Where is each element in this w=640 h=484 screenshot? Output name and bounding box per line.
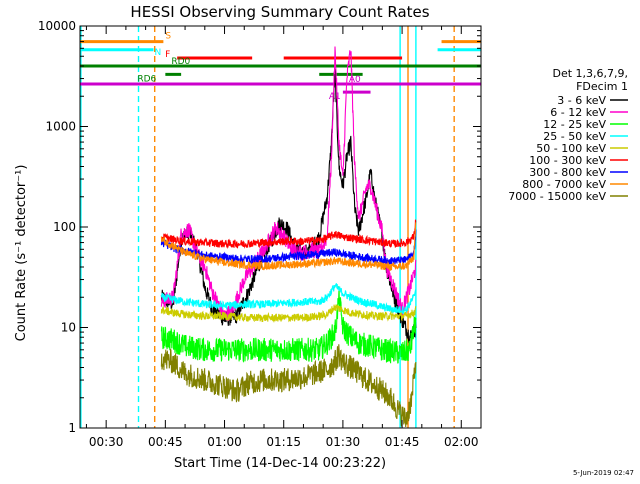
x-tick-label-00-45: 00:45 — [148, 435, 183, 449]
y-axis-label: Count Rate (s⁻¹ detector⁻¹) — [14, 165, 29, 342]
flag-label-a1: A1 — [329, 92, 341, 102]
flag-label-f: F — [165, 50, 170, 60]
series-line-3-6-kev — [160, 69, 417, 345]
footer-timestamp: 5-Jun-2019 02:47 — [573, 469, 634, 477]
series-line-12-25-kev — [160, 286, 417, 364]
legend-label-100-300-kev: 100 - 300 keV — [529, 154, 606, 167]
y-tick-label-10000: 10000 — [38, 19, 76, 33]
flag-label-a0: A0 — [349, 75, 361, 85]
y-tick-label-1: 1 — [68, 421, 76, 435]
legend-label-25-50-kev: 25 - 50 keV — [543, 130, 606, 143]
series-line-50-100-kev — [160, 304, 417, 324]
flag-label-rd6: RD6 — [137, 74, 156, 84]
x-axis-label: Start Time (14-Dec-14 00:23:22) — [174, 456, 386, 471]
legend-label-50-100-kev: 50 - 100 keV — [536, 142, 606, 155]
x-tick-label-01-00: 01:00 — [207, 435, 242, 449]
x-tick-label-00-30: 00:30 — [89, 435, 124, 449]
legend-label-3-6-kev: 3 - 6 keV — [557, 94, 606, 107]
legend-label-12-25-kev: 12 - 25 keV — [543, 118, 606, 131]
y-tick-label-10: 10 — [61, 321, 76, 335]
x-tick-label-01-30: 01:30 — [326, 435, 361, 449]
series-line-25-50-kev — [160, 283, 417, 314]
legend-header-line-0: Det 1,3,6,7,9, — [552, 67, 628, 80]
legend-label-800-7000-kev: 800 - 7000 keV — [522, 178, 606, 191]
series-line-6-12-kev — [160, 46, 417, 322]
x-tick-label-02-00: 02:00 — [444, 435, 479, 449]
y-tick-label-1000: 1000 — [45, 120, 76, 134]
legend-header-line-1: FDecim 1 — [576, 80, 628, 93]
legend-label-6-12-kev: 6 - 12 keV — [550, 106, 606, 119]
series-line-7000-15000-kev — [160, 344, 417, 428]
series-line-100-300-kev — [160, 219, 417, 250]
chart-title: HESSI Observing Summary Count Rates — [130, 3, 429, 21]
x-tick-label-01-15: 01:15 — [266, 435, 301, 449]
legend-label-300-800-kev: 300 - 800 keV — [529, 166, 606, 179]
series-line-800-7000-kev — [160, 222, 417, 272]
flag-label-rd0: RD0 — [171, 57, 190, 67]
flag-label-s: S — [165, 32, 171, 42]
flag-label-n: N — [155, 48, 162, 58]
x-tick-label-01-45: 01:45 — [385, 435, 420, 449]
legend-label-7000-15000-kev: 7000 - 15000 keV — [508, 190, 606, 203]
y-tick-label-100: 100 — [53, 220, 76, 234]
series-line-300-800-kev — [160, 229, 417, 265]
